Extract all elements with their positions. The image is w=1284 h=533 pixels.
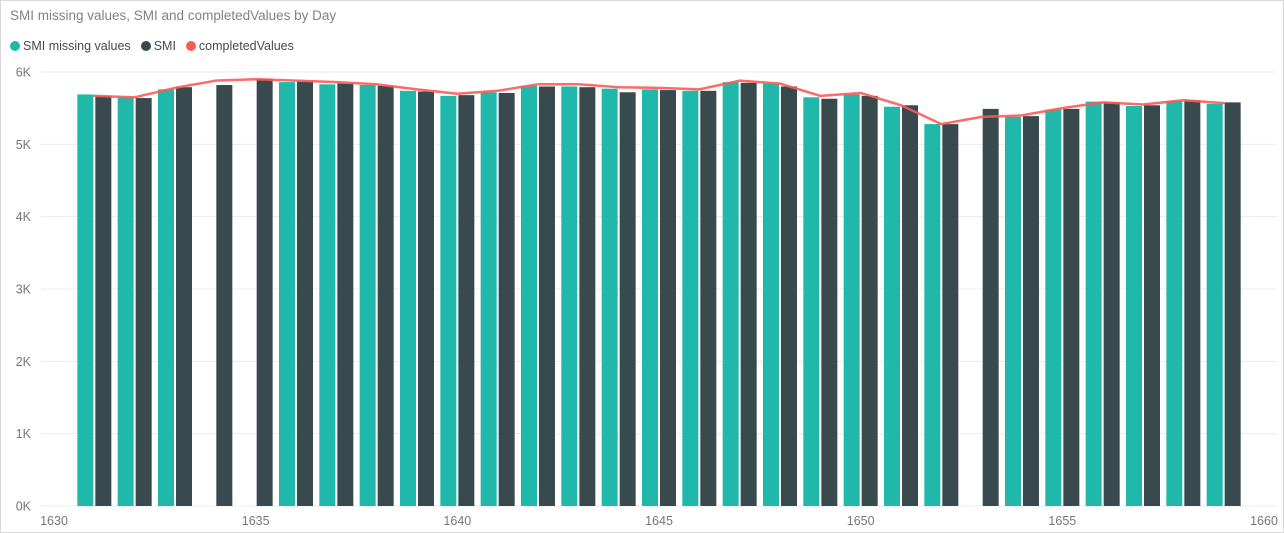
bar-smi[interactable] bbox=[377, 85, 394, 506]
bar-smi-missing-values[interactable] bbox=[521, 85, 537, 506]
legend-item-smi-missing-values[interactable]: SMI missing values bbox=[10, 39, 131, 53]
bar-smi[interactable] bbox=[982, 108, 999, 506]
legend-label: completedValues bbox=[198, 39, 294, 53]
bar-smi[interactable] bbox=[861, 95, 878, 507]
bar-smi[interactable] bbox=[135, 98, 152, 506]
bar-smi-missing-values[interactable] bbox=[1126, 105, 1142, 506]
x-axis-label: 1645 bbox=[645, 514, 673, 528]
y-axis-label: 2K bbox=[16, 355, 32, 369]
bar-smi-missing-values[interactable] bbox=[480, 92, 497, 507]
bar-smi-missing-values[interactable] bbox=[1206, 103, 1223, 507]
x-axis-label: 1635 bbox=[242, 514, 270, 528]
bar-smi[interactable] bbox=[539, 86, 555, 506]
bar-smi[interactable] bbox=[1023, 116, 1039, 506]
bar-smi-missing-values[interactable] bbox=[1085, 101, 1102, 506]
bar-smi[interactable] bbox=[740, 82, 757, 506]
bar-smi[interactable] bbox=[337, 83, 354, 506]
y-axis-label: 1K bbox=[16, 427, 32, 441]
bar-smi[interactable] bbox=[216, 85, 233, 507]
bar-smi-missing-values[interactable] bbox=[601, 88, 618, 507]
bar-smi[interactable] bbox=[176, 87, 192, 506]
bar-smi-missing-values[interactable] bbox=[158, 89, 174, 507]
bar-smi[interactable] bbox=[619, 92, 636, 507]
y-axis-label: 5K bbox=[16, 138, 32, 152]
legend-dot-dark-icon bbox=[140, 41, 151, 51]
y-axis-label: 0K bbox=[16, 500, 32, 514]
y-axis-label: 4K bbox=[16, 210, 32, 224]
bar-smi[interactable] bbox=[579, 87, 596, 506]
legend-dot-teal-icon bbox=[10, 41, 20, 51]
bar-smi[interactable] bbox=[498, 92, 515, 506]
bar-smi[interactable] bbox=[297, 81, 313, 507]
bar-smi-missing-values[interactable] bbox=[682, 90, 699, 506]
bar-smi-missing-values[interactable] bbox=[1166, 100, 1183, 506]
legend-dot-red-icon bbox=[185, 41, 196, 51]
legend-item-completed-values[interactable]: completedValues bbox=[185, 39, 294, 53]
bar-smi-missing-values[interactable] bbox=[359, 85, 376, 507]
bar-smi-missing-values[interactable] bbox=[440, 95, 457, 507]
y-axis-label: 6K bbox=[16, 66, 32, 80]
bar-smi-missing-values[interactable] bbox=[279, 82, 295, 507]
legend-label: SMI missing values bbox=[23, 39, 131, 53]
bar-smi-missing-values[interactable] bbox=[763, 83, 779, 506]
x-axis-label: 1630 bbox=[40, 514, 68, 528]
bar-smi[interactable] bbox=[781, 86, 797, 506]
bar-smi[interactable] bbox=[1103, 102, 1120, 506]
bar-smi[interactable] bbox=[1063, 108, 1080, 506]
x-axis-label: 1640 bbox=[443, 514, 471, 528]
bar-smi[interactable] bbox=[458, 95, 475, 506]
bar-smi[interactable] bbox=[942, 124, 959, 506]
bar-smi-missing-values[interactable] bbox=[1005, 116, 1021, 506]
x-axis-label: 1650 bbox=[847, 514, 875, 528]
x-axis-label: 1655 bbox=[1048, 514, 1076, 528]
bar-smi-missing-values[interactable] bbox=[884, 106, 900, 506]
x-axis-label: 1660 bbox=[1250, 514, 1278, 528]
bar-smi-missing-values[interactable] bbox=[1045, 109, 1062, 506]
bar-smi[interactable] bbox=[700, 90, 717, 506]
bar-smi-missing-values[interactable] bbox=[642, 89, 658, 507]
legend-label: SMI bbox=[153, 39, 176, 53]
completed-values-line[interactable] bbox=[93, 77, 1225, 126]
bar-smi-missing-values[interactable] bbox=[117, 97, 134, 507]
bar-smi[interactable] bbox=[1224, 102, 1241, 506]
legend: SMI missing values SMI completedValues bbox=[10, 39, 294, 53]
bar-smi[interactable] bbox=[1184, 100, 1201, 507]
bar-smi[interactable] bbox=[660, 90, 676, 506]
bar-smi-missing-values[interactable] bbox=[561, 86, 578, 506]
bar-smi[interactable] bbox=[902, 105, 918, 507]
bar-smi[interactable] bbox=[418, 91, 434, 506]
bar-smi-missing-values[interactable] bbox=[803, 97, 820, 507]
bar-smi[interactable] bbox=[95, 95, 112, 507]
bar-smi-missing-values[interactable] bbox=[924, 124, 941, 506]
bar-smi[interactable] bbox=[821, 98, 838, 506]
bar-smi-missing-values[interactable] bbox=[319, 84, 336, 507]
bar-smi-missing-values[interactable] bbox=[722, 82, 739, 507]
bar-smi[interactable] bbox=[256, 78, 273, 506]
bar-smi[interactable] bbox=[1144, 105, 1160, 507]
bar-smi-missing-values[interactable] bbox=[400, 90, 416, 506]
bar-smi-missing-values[interactable] bbox=[77, 94, 94, 506]
legend-item-smi[interactable]: SMI bbox=[140, 39, 176, 53]
y-axis-label: 3K bbox=[16, 283, 32, 297]
chart-title: SMI missing values, SMI and completedVal… bbox=[10, 8, 337, 23]
bar-smi-missing-values[interactable] bbox=[843, 94, 860, 506]
